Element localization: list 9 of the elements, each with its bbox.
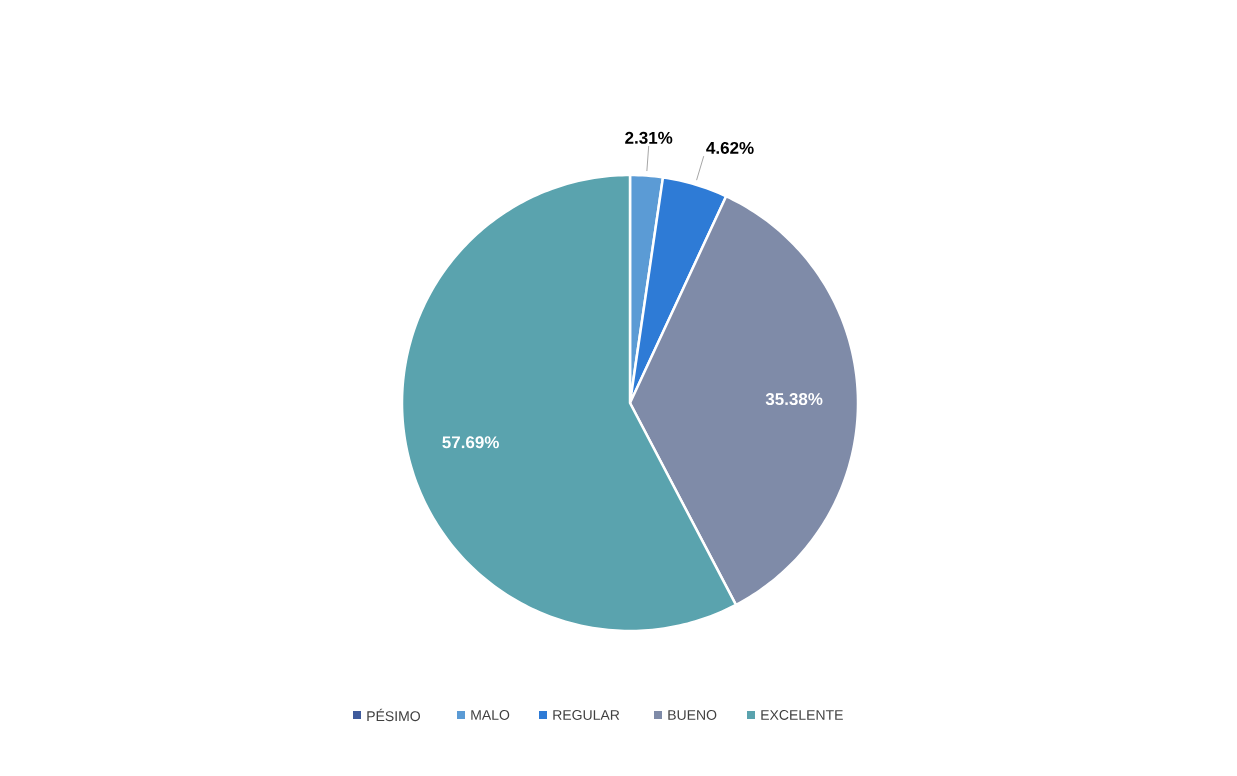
data-label: 35.38% bbox=[765, 393, 823, 406]
data-label: 2.31% bbox=[625, 131, 673, 144]
data-label: 4.62% bbox=[706, 141, 754, 154]
data-label: 57.69% bbox=[442, 436, 499, 449]
legend-label: BUENO bbox=[668, 710, 717, 720]
legend-label: MALO bbox=[471, 710, 510, 720]
legend-label: PÉSIMO bbox=[367, 708, 420, 722]
legend-label: REGULAR bbox=[553, 710, 620, 720]
legend-label: EXCELENTE bbox=[761, 710, 843, 720]
